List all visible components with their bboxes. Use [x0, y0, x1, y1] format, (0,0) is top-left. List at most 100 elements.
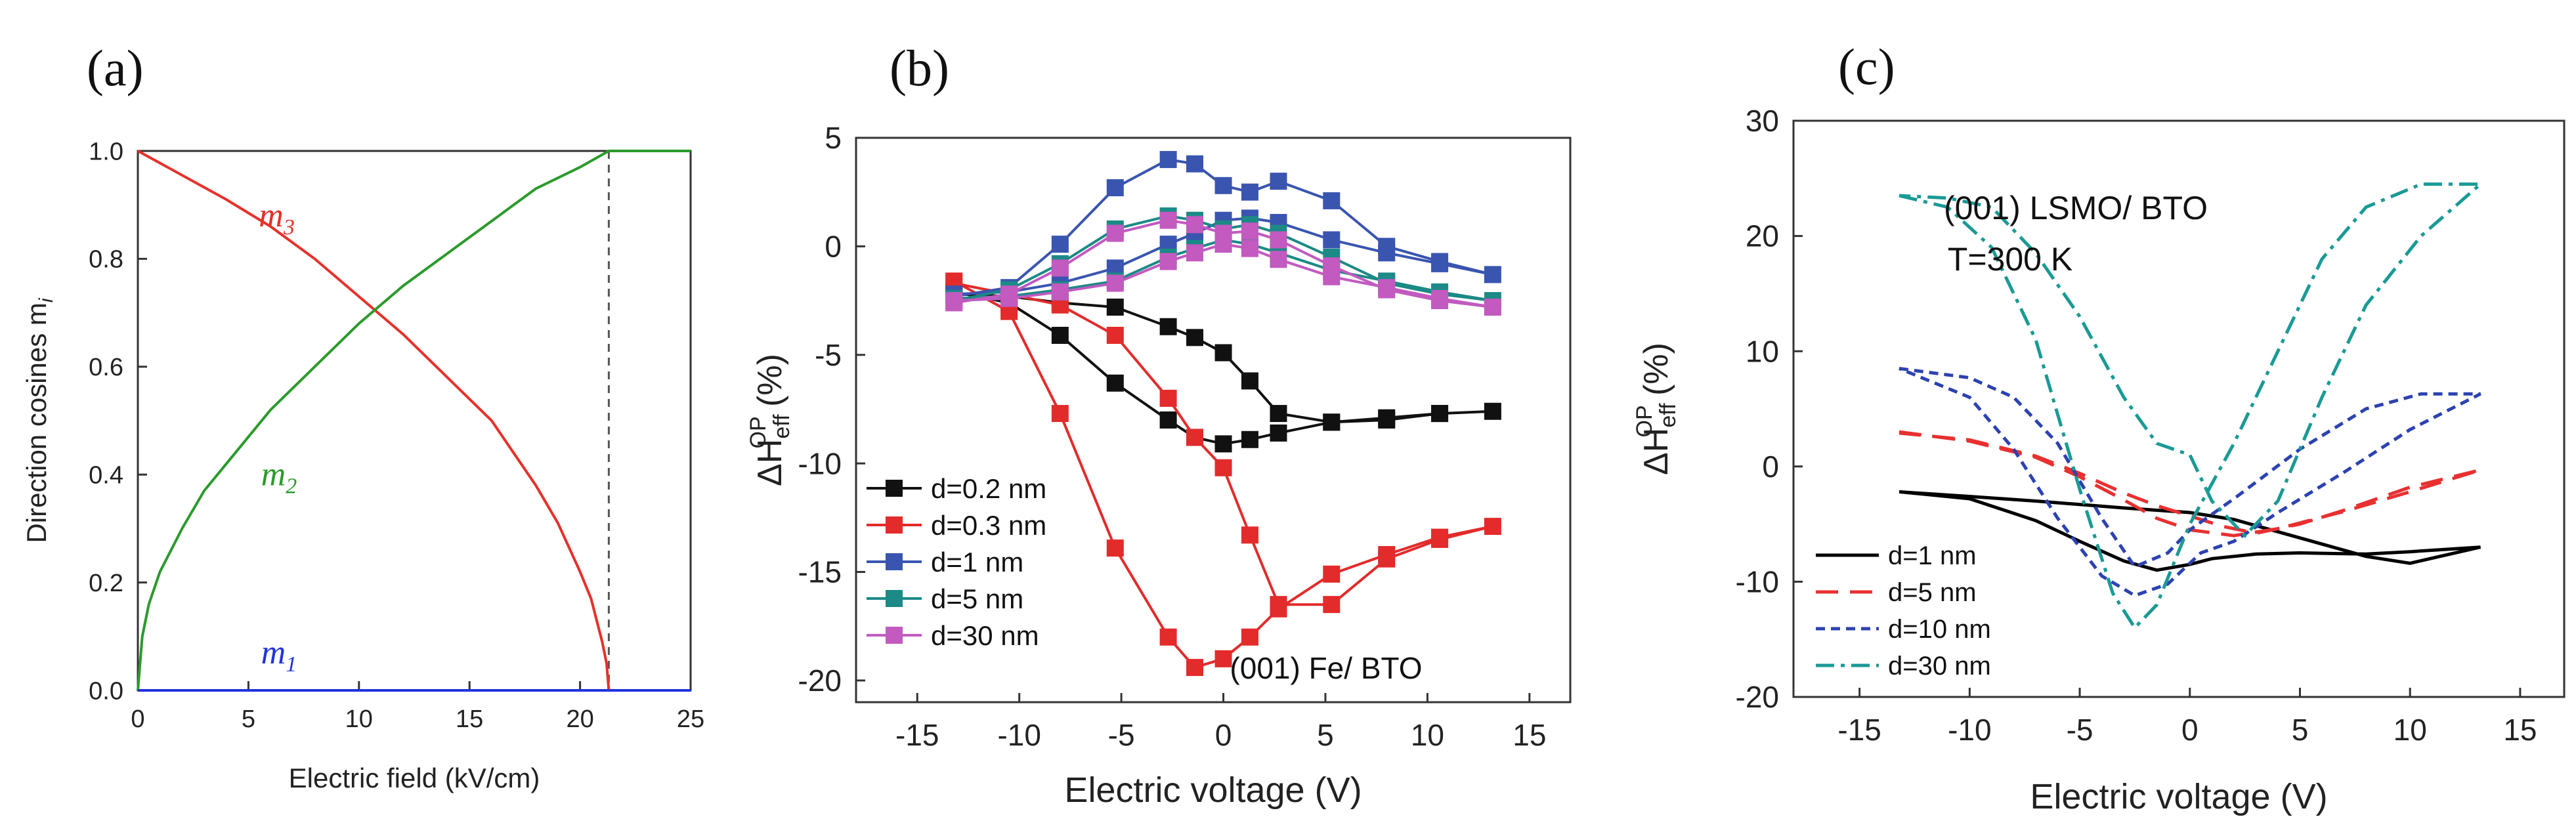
b-marker-d-1-nm [1378, 238, 1396, 255]
b-marker-d-0-3-nm [1270, 600, 1287, 618]
b-marker-d-1-nm [1484, 266, 1501, 284]
a-curve-label-m3: m3 [259, 197, 295, 240]
b-legend-text-d-0-3-nm: d=0.3 nm [931, 510, 1046, 541]
b-marker-d-0-2-nm [1051, 327, 1069, 344]
b-marker-d-0-2-nm [1241, 430, 1258, 448]
b-legend-marker-d-5-nm [886, 590, 903, 607]
b-marker-d-30-nm [1270, 251, 1287, 268]
b-marker-d-0-3-nm [1106, 327, 1124, 344]
b-marker-d-30-nm [1051, 259, 1069, 277]
b-marker-d-1-nm [1241, 183, 1258, 201]
b-marker-d-0-2-nm [1214, 344, 1232, 362]
b-marker-d-1-nm [1159, 151, 1177, 169]
b-marker-d-0-3-nm [1051, 405, 1069, 423]
c-ytick-label: 20 [1746, 219, 1779, 253]
b-ytick-label: -20 [798, 663, 842, 698]
b-marker-d-30-nm [945, 294, 963, 312]
b-marker-d-0-2-nm [1378, 409, 1396, 427]
c-xtick-label: 15 [2503, 713, 2537, 747]
b-ylabel: ΔHeffOP (%) [746, 354, 794, 486]
b-marker-d-0-3-nm [1323, 596, 1341, 614]
b-xtick-label: 15 [1513, 718, 1546, 752]
panel-b-label: (b) [890, 39, 949, 96]
panel-a-svg: (a) 0 5 10 15 20 25 0.0 0.2 0.4 0.6 0.8 1.0 m3 m2 m1 Ele… [21, 39, 704, 793]
b-marker-d-30-nm [1106, 274, 1124, 292]
b-marker-d-0-2-nm [1241, 372, 1258, 390]
b-marker-d-30-nm [1106, 224, 1124, 242]
a-xtick-label: 10 [345, 705, 373, 733]
a-xtick-label: 25 [677, 705, 704, 733]
b-marker-d-0-3-nm [1106, 539, 1124, 557]
b-xtick-label: -10 [997, 718, 1041, 752]
b-legend-text-d-0-2-nm: d=0.2 nm [931, 473, 1046, 504]
b-marker-d-0-3-nm [1214, 459, 1232, 476]
c-ytick-label: -20 [1736, 680, 1779, 714]
a-ytick-label: 1.0 [89, 138, 123, 165]
a-ytick-label: 0.6 [89, 354, 123, 381]
b-xlabel: Electric voltage (V) [1064, 770, 1362, 810]
a-curve-label-m2: m2 [261, 456, 297, 499]
a-series-line-m3 [137, 150, 691, 692]
b-marker-d-0-2-nm [1106, 374, 1124, 392]
panel-b-chart: (b) -15 -10 -5 0 5 10 15 -20 -15 -10 -5 0 5 d=0.2 nm d=… [742, 0, 1615, 840]
c-legend-text-d-30-nm: d=30 nm [1888, 652, 1991, 681]
b-marker-d-1-nm [1270, 173, 1287, 190]
b-marker-d-0-3-nm [1484, 518, 1501, 536]
b-legend-marker-d-30-nm [886, 627, 903, 644]
a-xtick-label: 5 [242, 705, 255, 733]
c-series-line-d-5-nm [1899, 430, 2481, 537]
panel-c-chart: (c) -15 -10 -5 0 5 10 15 -20 -10 0 10 20 30 d=1 nm d=5 … [1615, 0, 2576, 840]
panel-c-label: (c) [1838, 38, 1895, 95]
b-marker-d-0-3-nm [1241, 628, 1258, 646]
b-legend-text-d-30-nm: d=30 nm [931, 620, 1039, 651]
c-xtick-label: 0 [2181, 713, 2199, 747]
b-marker-d-1-nm [1323, 192, 1341, 209]
a-ylabel: Direction cosines mi [21, 297, 57, 543]
b-marker-d-0-3-nm [1431, 528, 1449, 546]
b-marker-d-0-3-nm [1241, 526, 1258, 544]
b-marker-d-0-2-nm [1270, 424, 1287, 442]
b-marker-d-1-nm [1106, 179, 1124, 197]
b-marker-d-30-nm [1270, 231, 1287, 249]
c-series-line-d-10-nm [1899, 367, 2481, 598]
c-ytick-label: 10 [1746, 334, 1779, 368]
b-ytick-label: 0 [825, 229, 842, 263]
c-annotation-system: (001) LSMO/ BTO [1944, 190, 2208, 226]
c-xtick-label: 10 [2394, 713, 2427, 747]
b-legend-marker-d-0-3-nm [886, 516, 903, 534]
a-ytick-label: 0.8 [89, 246, 123, 274]
c-plot-frame [1792, 119, 2565, 698]
b-legend-text-d-1-nm: d=1 nm [931, 547, 1023, 578]
b-marker-d-1-nm [1051, 236, 1069, 253]
c-xlabel: Electric voltage (V) [2030, 777, 2327, 816]
b-marker-d-0-3-nm [1186, 429, 1204, 446]
b-marker-d-1-nm [1214, 177, 1232, 194]
b-annotation: (001) Fe/ BTO [1230, 651, 1422, 685]
b-marker-d-30-nm [1431, 292, 1449, 310]
b-legend-marker-d-1-nm [886, 553, 903, 570]
c-ytick-label: -10 [1736, 565, 1779, 599]
b-marker-d-30-nm [1214, 224, 1232, 242]
b-ytick-label: 5 [825, 121, 842, 155]
b-marker-d-0-3-nm [1159, 389, 1177, 407]
b-series-line-d-0-2-nm [953, 290, 1493, 446]
b-marker-d-0-2-nm [1214, 435, 1232, 453]
c-legend-text-d-10-nm: d=10 nm [1888, 615, 1991, 644]
b-marker-d-30-nm [1241, 240, 1258, 257]
b-legend-marker-d-0-2-nm [886, 480, 903, 497]
b-marker-d-0-2-nm [1484, 402, 1501, 420]
c-ytick-label: 0 [1762, 450, 1779, 484]
b-xtick-label: -5 [1108, 718, 1135, 752]
b-marker-d-30-nm [1186, 244, 1204, 262]
a-ytick-label: 0.0 [89, 677, 123, 705]
a-ytick-label: 0.2 [89, 570, 123, 597]
b-marker-d-30-nm [1323, 257, 1341, 275]
a-xtick-label: 15 [456, 705, 483, 733]
b-marker-d-0-3-nm [1323, 565, 1341, 583]
b-ytick-label: -15 [798, 555, 842, 589]
b-marker-d-30-nm [1241, 222, 1258, 240]
b-xtick-label: -15 [895, 718, 939, 752]
a-curve-label-m1: m1 [261, 634, 297, 677]
c-legend-text-d-1-nm: d=1 nm [1888, 541, 1977, 570]
b-marker-d-30-nm [1484, 299, 1501, 316]
